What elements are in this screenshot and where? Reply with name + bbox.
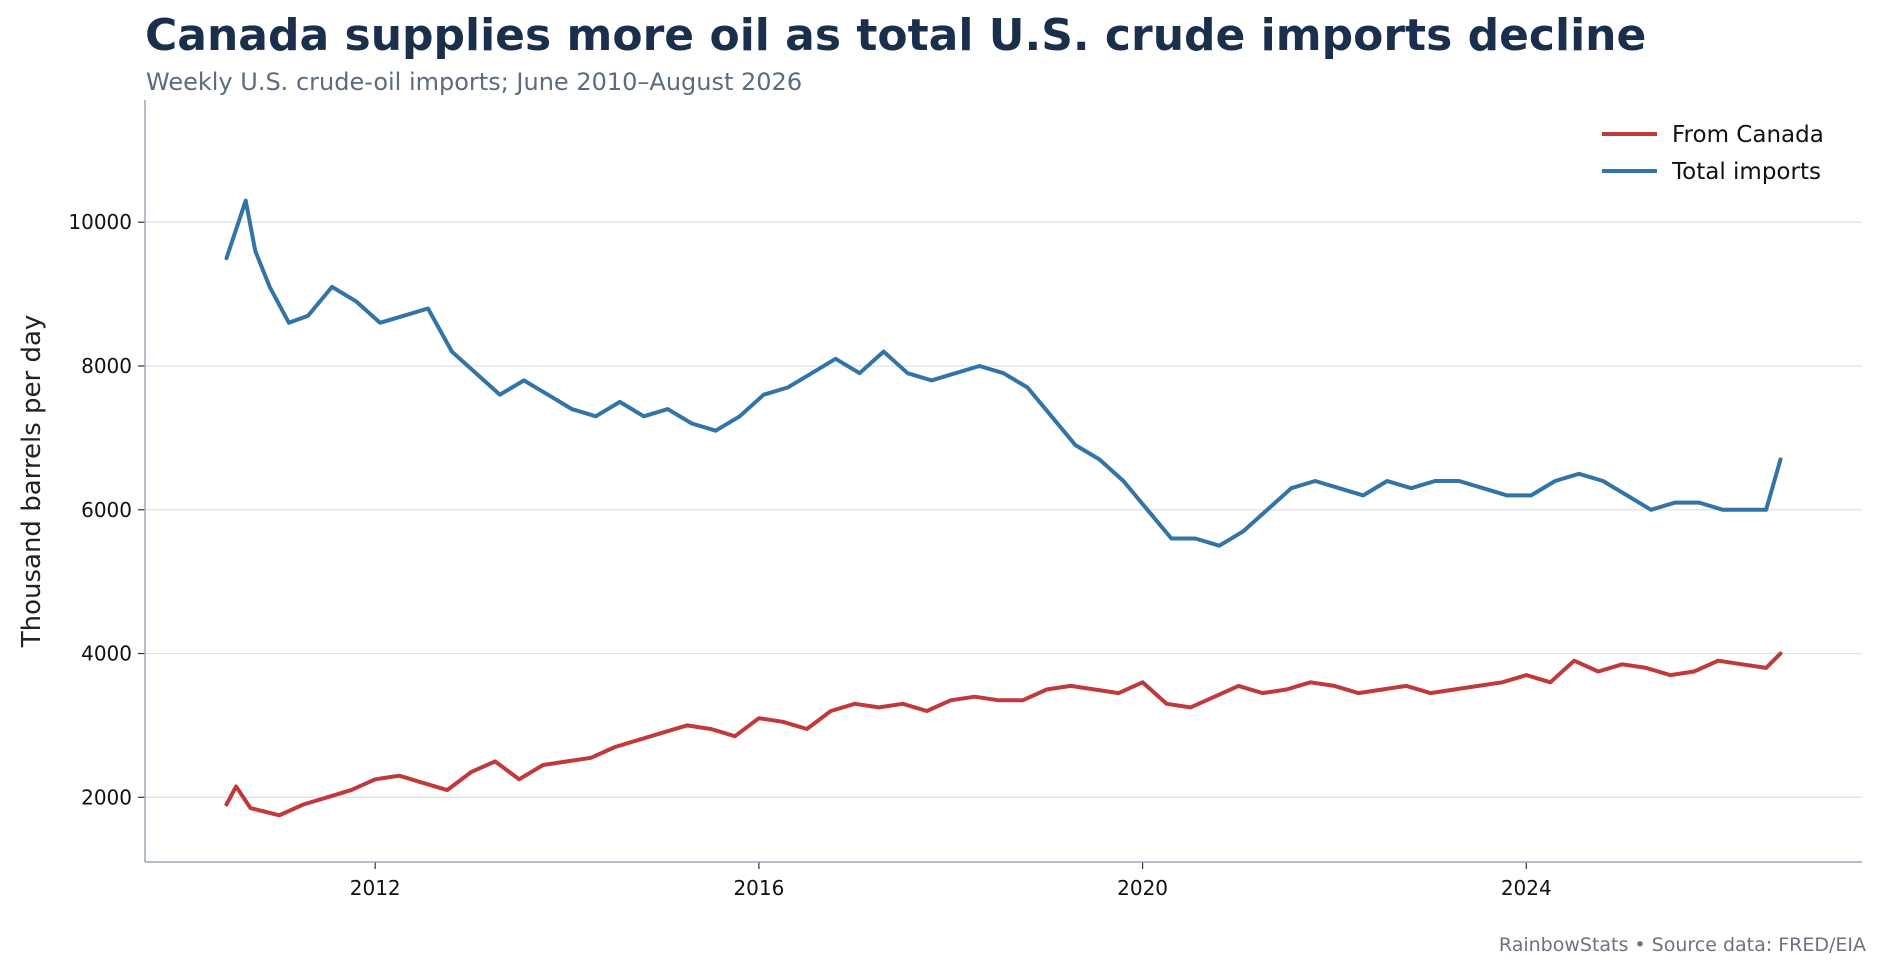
legend: From Canada Total imports (1602, 122, 1824, 185)
y-axis-title: Thousand barrels per day (17, 315, 47, 649)
source-credit: RainbowStats • Source data: FRED/EIA (1498, 934, 1866, 956)
axes (138, 100, 1862, 869)
series-line-canada (224, 651, 1783, 818)
series-lines (224, 198, 1783, 818)
y-tick-label: 10000 (68, 210, 132, 234)
x-tick-label: 2020 (1117, 876, 1168, 900)
y-tick-label: 6000 (81, 498, 132, 522)
legend-label-total: Total imports (1671, 159, 1821, 185)
y-tick-label: 4000 (81, 642, 132, 666)
tick-labels: 2000 4000 6000 8000 10000 2012 2016 2020 2024 (68, 210, 1551, 900)
y-tick-label: 8000 (81, 354, 132, 378)
legend-label-canada: From Canada (1672, 122, 1824, 148)
x-tick-label: 2016 (733, 876, 784, 900)
chart-title: Canada supplies more oil as total U.S. c… (145, 10, 1647, 61)
series-line-total (224, 198, 1783, 548)
x-tick-label: 2012 (350, 876, 401, 900)
x-tick-label: 2024 (1501, 876, 1552, 900)
y-tick-label: 2000 (81, 785, 132, 809)
chart-subtitle: Weekly U.S. crude-oil imports; June 2010… (146, 68, 803, 96)
gridlines (145, 221, 1862, 798)
